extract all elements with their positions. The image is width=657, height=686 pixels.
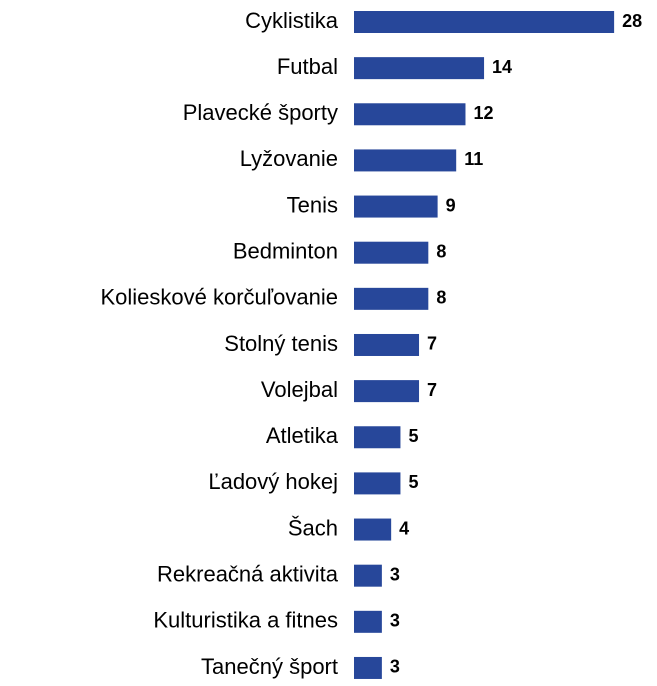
bar <box>354 195 438 218</box>
value-label: 8 <box>436 288 446 308</box>
value-label: 7 <box>427 380 437 400</box>
bar <box>354 426 401 449</box>
category-label: Plavecké športy <box>183 100 338 125</box>
bar <box>354 287 429 310</box>
category-label: Lyžovanie <box>240 146 338 171</box>
value-label: 14 <box>492 57 512 77</box>
category-label: Futbal <box>277 54 338 79</box>
category-label: Volejbal <box>261 377 338 402</box>
category-label: Kolieskové korčuľovanie <box>100 285 338 310</box>
category-label: Cyklistika <box>245 8 339 33</box>
category-label: Kulturistika a fitnes <box>153 608 338 633</box>
bar <box>354 380 420 403</box>
category-label: Stolný tenis <box>224 331 338 356</box>
value-label: 7 <box>427 334 437 354</box>
category-label: Tenis <box>287 192 338 217</box>
value-label: 3 <box>390 657 400 677</box>
value-label: 11 <box>464 149 483 169</box>
value-label: 3 <box>390 564 400 584</box>
bar <box>354 241 429 264</box>
value-label: 5 <box>408 472 418 492</box>
value-label: 28 <box>622 11 642 31</box>
bar <box>354 472 401 495</box>
bar <box>354 103 466 126</box>
category-label: Atletika <box>266 423 339 448</box>
category-label: Bedminton <box>233 239 338 264</box>
bar <box>354 656 382 679</box>
bar <box>354 57 485 80</box>
category-label: Tanečný šport <box>201 654 338 679</box>
bar <box>354 610 382 633</box>
value-label: 9 <box>446 195 456 215</box>
bar <box>354 149 457 172</box>
bar <box>354 564 382 587</box>
category-label: Šach <box>288 515 338 540</box>
value-label: 3 <box>390 611 400 631</box>
bar <box>354 11 615 33</box>
value-label: 12 <box>473 103 493 123</box>
category-label: Rekreačná aktivita <box>157 561 339 586</box>
bar <box>354 518 392 541</box>
value-label: 8 <box>436 241 446 261</box>
category-label: Ľadový hokej <box>208 469 338 494</box>
value-label: 4 <box>399 518 409 538</box>
value-label: 5 <box>408 426 418 446</box>
bar <box>354 333 420 356</box>
